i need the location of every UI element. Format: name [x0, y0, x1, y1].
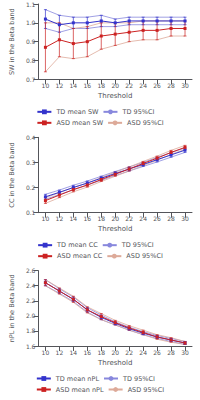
svg-text:0.8: 0.8: [26, 57, 36, 64]
svg-text:26: 26: [153, 215, 161, 222]
svg-text:1.8: 1.8: [26, 327, 36, 334]
svg-text:20: 20: [111, 349, 119, 356]
svg-text:10: 10: [42, 82, 50, 89]
svg-text:1.6: 1.6: [26, 343, 36, 350]
svg-text:14: 14: [70, 82, 78, 89]
svg-text:16: 16: [83, 82, 91, 89]
svg-text:22: 22: [125, 82, 133, 89]
svg-text:12: 12: [56, 215, 64, 222]
svg-text:1.1: 1.1: [26, 1, 36, 8]
svg-text:30: 30: [181, 215, 189, 222]
svg-text:14: 14: [70, 215, 78, 222]
svg-text:TD mean nPL: TD mean nPL: [55, 375, 100, 383]
svg-text:Threshold: Threshold: [97, 92, 133, 100]
svg-text:ASD 95%CI: ASD 95%CI: [126, 252, 163, 260]
svg-text:10: 10: [42, 349, 50, 356]
svg-text:TD mean CC: TD mean CC: [56, 241, 98, 249]
svg-text:12: 12: [56, 82, 64, 89]
svg-text:nPL in the Beta band: nPL in the Beta band: [8, 274, 16, 342]
svg-text:24: 24: [139, 82, 147, 89]
svg-text:16: 16: [83, 349, 91, 356]
svg-text:0.3: 0.3: [26, 159, 36, 166]
svg-text:16: 16: [83, 215, 91, 222]
svg-text:2.6: 2.6: [26, 267, 36, 274]
svg-text:26: 26: [153, 82, 161, 89]
svg-text:TD mean SW: TD mean SW: [55, 108, 99, 116]
svg-text:28: 28: [167, 82, 175, 89]
svg-text:28: 28: [167, 349, 175, 356]
svg-text:SW in the Beta band: SW in the Beta band: [8, 8, 16, 75]
svg-text:0.2: 0.2: [26, 184, 36, 191]
svg-text:TD 95%CI: TD 95%CI: [121, 108, 154, 116]
svg-text:14: 14: [70, 349, 78, 356]
svg-text:CC in the Beta band: CC in the Beta band: [8, 142, 16, 207]
svg-text:24: 24: [139, 349, 147, 356]
svg-text:24: 24: [139, 215, 147, 222]
svg-text:20: 20: [111, 82, 119, 89]
svg-text:2.0: 2.0: [26, 312, 36, 319]
svg-text:2.2: 2.2: [26, 297, 36, 304]
svg-text:30: 30: [181, 82, 189, 89]
svg-text:18: 18: [97, 349, 105, 356]
svg-text:30: 30: [181, 349, 189, 356]
svg-text:20: 20: [111, 215, 119, 222]
svg-text:0.4: 0.4: [26, 134, 36, 141]
svg-text:Threshold: Threshold: [97, 225, 133, 233]
svg-text:26: 26: [153, 349, 161, 356]
svg-text:TD 95%CI: TD 95%CI: [121, 241, 154, 249]
svg-text:ASD 95%CI: ASD 95%CI: [128, 386, 165, 394]
svg-text:ASD 95%CI: ASD 95%CI: [127, 119, 164, 127]
svg-text:12: 12: [56, 349, 64, 356]
svg-text:ASD mean CC: ASD mean CC: [57, 252, 103, 260]
svg-text:ASD mean SW: ASD mean SW: [56, 119, 103, 127]
svg-text:2.4: 2.4: [26, 282, 36, 289]
svg-text:18: 18: [97, 82, 105, 89]
svg-text:TD 95%CI: TD 95%CI: [122, 375, 155, 383]
svg-text:22: 22: [125, 349, 133, 356]
svg-text:0.9: 0.9: [26, 38, 36, 45]
svg-text:Threshold: Threshold: [97, 359, 133, 367]
svg-text:0.1: 0.1: [26, 209, 36, 216]
svg-text:ASD mean nPL: ASD mean nPL: [56, 386, 104, 394]
svg-text:10: 10: [42, 215, 50, 222]
svg-text:1.0: 1.0: [26, 19, 36, 26]
svg-text:22: 22: [125, 215, 133, 222]
svg-text:18: 18: [97, 215, 105, 222]
svg-text:0.7: 0.7: [26, 76, 36, 83]
svg-text:28: 28: [167, 215, 175, 222]
